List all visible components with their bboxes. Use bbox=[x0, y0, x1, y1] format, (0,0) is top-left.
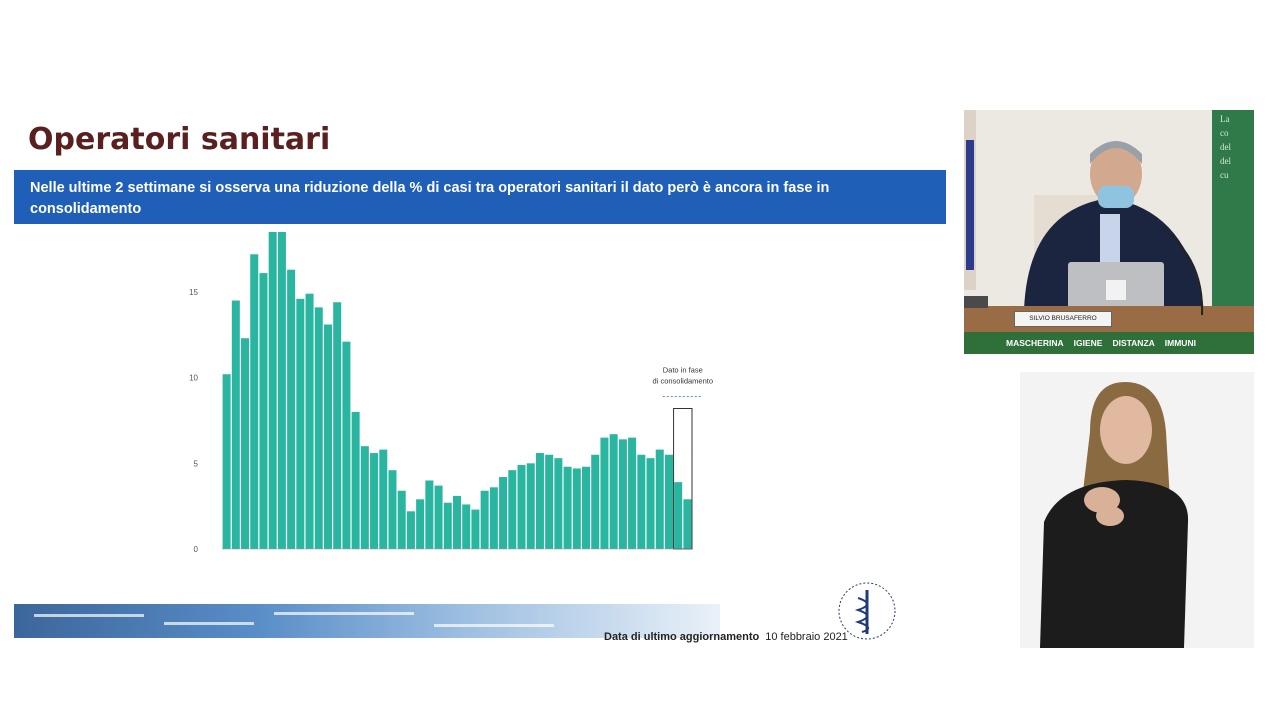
bar bbox=[572, 468, 581, 549]
update-footer: Data di ultimo aggiornamento 10 febbraio … bbox=[604, 631, 848, 643]
bar bbox=[508, 470, 517, 549]
annotation-text: Dato in fase bbox=[663, 365, 703, 374]
bar bbox=[388, 470, 397, 549]
bar bbox=[287, 269, 296, 549]
bar bbox=[471, 509, 480, 549]
y-tick-label: 10 bbox=[189, 374, 198, 383]
bar bbox=[241, 338, 250, 549]
bar bbox=[323, 324, 332, 549]
bar bbox=[618, 439, 627, 549]
bar bbox=[397, 490, 406, 549]
bar bbox=[370, 453, 379, 549]
strip-item: MASCHERINA bbox=[1006, 338, 1064, 348]
bar bbox=[664, 454, 673, 549]
bar bbox=[268, 232, 277, 549]
bar bbox=[434, 485, 443, 549]
bar bbox=[314, 307, 323, 549]
bar bbox=[628, 437, 637, 549]
bar bbox=[655, 449, 664, 549]
bar bbox=[305, 293, 314, 549]
institute-seal-logo bbox=[838, 582, 896, 640]
bar bbox=[517, 465, 526, 549]
sign-language-interpreter-video bbox=[1020, 372, 1254, 648]
panel-text: del bbox=[1220, 142, 1231, 152]
bar bbox=[351, 411, 360, 549]
slide-title: Operatori sanitari bbox=[28, 122, 331, 157]
bar bbox=[250, 254, 259, 549]
bar bbox=[462, 504, 471, 549]
bar bbox=[674, 482, 683, 549]
update-date: 10 febbraio 2021 bbox=[765, 631, 848, 643]
interpreter-image bbox=[1020, 372, 1254, 648]
panel-text: cu bbox=[1220, 170, 1229, 180]
bar bbox=[277, 232, 286, 549]
bar bbox=[379, 449, 388, 549]
strip-item: DISTANZA bbox=[1112, 338, 1155, 348]
speaker-nameplate: SILVIO BRUSAFERRO bbox=[1014, 311, 1112, 327]
safety-strip: MASCHERINA IGIENE DISTANZA IMMUNI bbox=[964, 332, 1254, 354]
annotation-text: di consolidamento bbox=[653, 376, 713, 385]
panel-text: La bbox=[1220, 114, 1230, 124]
y-tick-label: 5 bbox=[194, 459, 199, 468]
bar bbox=[259, 273, 268, 549]
bar-chart: 0 5 10 15 Dato in fase di consolidamento bbox=[189, 232, 713, 554]
bar bbox=[582, 466, 591, 549]
headline-banner: Nelle ultime 2 settimane si osserva una … bbox=[14, 170, 946, 224]
bar bbox=[360, 446, 369, 549]
decorative-bar bbox=[14, 604, 720, 638]
bar bbox=[554, 458, 563, 549]
bar bbox=[600, 437, 609, 549]
bar bbox=[231, 300, 240, 549]
bar bbox=[526, 463, 535, 549]
green-wall-panel: La co del del cu bbox=[1212, 110, 1254, 306]
bar bbox=[545, 454, 554, 549]
bar bbox=[416, 499, 425, 549]
bar bbox=[342, 341, 351, 549]
bar bbox=[296, 298, 305, 549]
y-tick-label: 0 bbox=[194, 545, 199, 554]
bar bbox=[591, 454, 600, 549]
bar bbox=[489, 487, 498, 549]
bar bbox=[443, 502, 452, 549]
panel-text: del bbox=[1220, 156, 1231, 166]
speaker-video: La co del del cu SILVIO BRUSAFERRO MASCH… bbox=[964, 110, 1254, 354]
bar bbox=[499, 477, 508, 549]
bar bbox=[222, 374, 231, 549]
bar bbox=[609, 434, 618, 549]
bar bbox=[425, 480, 434, 549]
strip-item: IGIENE bbox=[1073, 338, 1103, 348]
bar bbox=[563, 466, 572, 549]
bar bbox=[535, 453, 544, 549]
bar bbox=[683, 499, 692, 549]
bar bbox=[333, 302, 342, 549]
update-label: Data di ultimo aggiornamento bbox=[604, 631, 760, 643]
bar bbox=[452, 495, 462, 549]
panel-text: co bbox=[1220, 128, 1229, 138]
strip-item: IMMUNI bbox=[1164, 338, 1196, 348]
bar bbox=[646, 458, 655, 549]
bar bbox=[406, 511, 415, 549]
y-tick-label: 15 bbox=[189, 288, 198, 297]
bar bbox=[637, 454, 646, 549]
bar bbox=[480, 490, 489, 549]
